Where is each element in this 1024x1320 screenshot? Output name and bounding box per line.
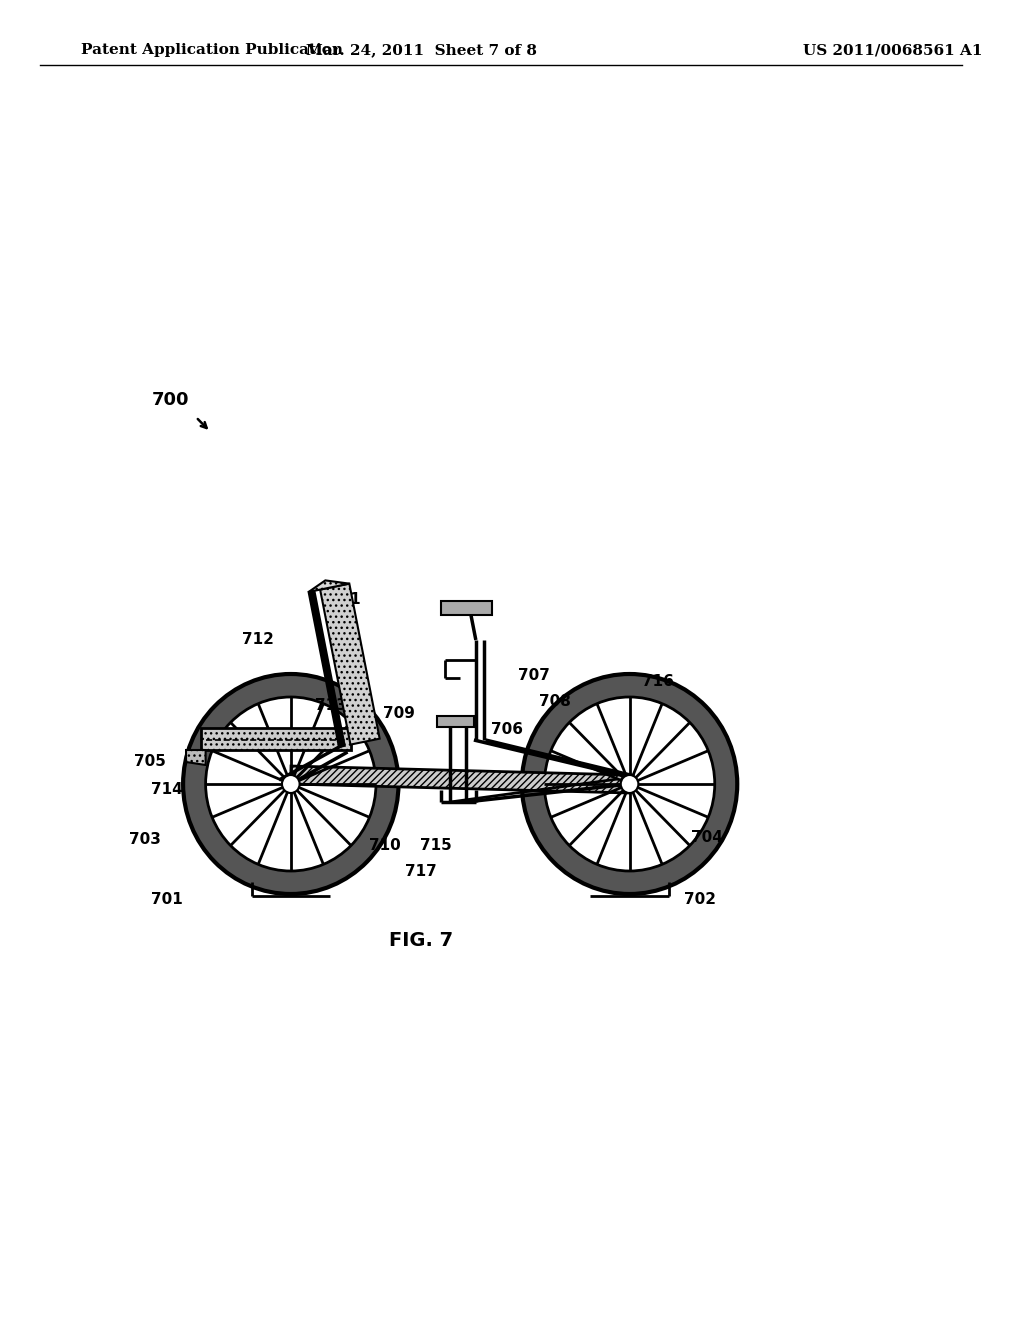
Text: 709: 709 [383, 706, 415, 722]
Text: 707: 707 [518, 668, 550, 682]
Circle shape [282, 775, 300, 793]
Circle shape [522, 675, 737, 894]
Circle shape [545, 697, 715, 871]
Bar [201, 729, 350, 750]
Polygon shape [186, 750, 206, 766]
Text: Mar. 24, 2011  Sheet 7 of 8: Mar. 24, 2011 Sheet 7 of 8 [305, 44, 537, 57]
Polygon shape [321, 583, 380, 744]
Text: 710: 710 [369, 837, 400, 853]
FancyBboxPatch shape [436, 715, 474, 727]
Circle shape [621, 775, 638, 793]
Polygon shape [308, 591, 345, 747]
Text: 703: 703 [129, 833, 161, 847]
Text: 702: 702 [684, 892, 716, 908]
Polygon shape [291, 766, 630, 793]
Text: 708: 708 [540, 694, 571, 710]
Polygon shape [308, 581, 349, 591]
Text: US 2011/0068561 A1: US 2011/0068561 A1 [803, 44, 982, 57]
Circle shape [183, 675, 398, 894]
Text: 714: 714 [151, 783, 182, 797]
Text: FIG. 7: FIG. 7 [389, 931, 453, 949]
Text: 713: 713 [315, 697, 347, 713]
Text: 715: 715 [420, 837, 452, 853]
Text: 704: 704 [691, 829, 723, 845]
Text: 705: 705 [134, 755, 166, 770]
Text: 717: 717 [406, 865, 437, 879]
FancyBboxPatch shape [440, 601, 492, 615]
Text: Patent Application Publication: Patent Application Publication [81, 44, 343, 57]
Text: 706: 706 [492, 722, 523, 738]
Text: 712: 712 [242, 632, 273, 648]
Circle shape [206, 697, 376, 871]
Text: 701: 701 [151, 892, 182, 908]
Text: 711: 711 [329, 593, 360, 607]
Text: 700: 700 [152, 391, 189, 409]
Text: 716: 716 [642, 675, 674, 689]
